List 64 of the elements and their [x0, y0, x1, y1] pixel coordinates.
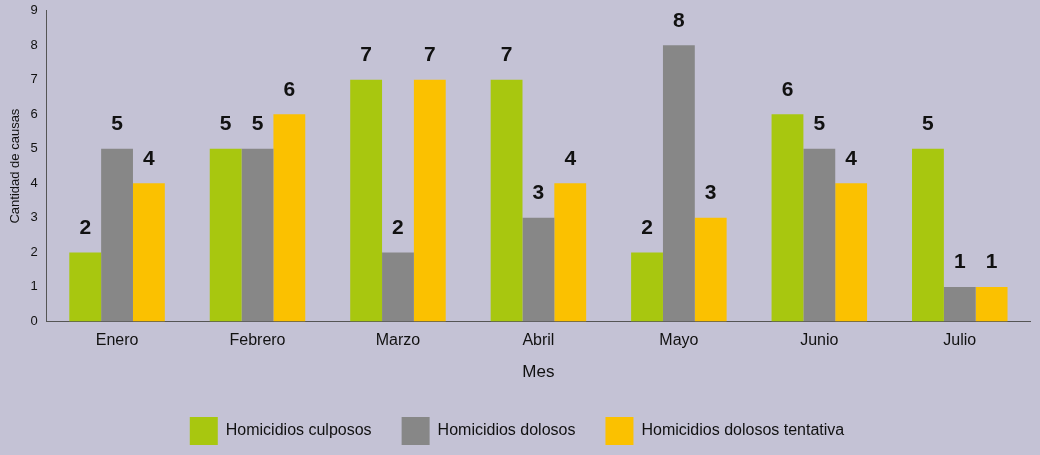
data-label: 7 — [500, 42, 513, 66]
y-tick-label: 3 — [30, 209, 38, 225]
data-label: 3 — [532, 180, 545, 204]
bar — [273, 114, 306, 322]
data-label: 2 — [641, 214, 653, 238]
data-label: 1 — [985, 249, 998, 273]
bar — [209, 148, 242, 322]
data-label: 2 — [79, 214, 92, 238]
x-axis-title: Mes — [522, 362, 555, 382]
bar — [522, 217, 555, 322]
data-label: 5 — [922, 111, 935, 135]
bar — [662, 45, 695, 322]
legend-label: Homicidios culposos — [225, 421, 372, 439]
bar — [69, 252, 102, 322]
bar — [490, 79, 523, 322]
x-tick-label: Marzo — [375, 331, 421, 349]
bar — [975, 286, 1008, 322]
x-tick-label: Julio — [943, 331, 977, 349]
y-tick-label: 2 — [30, 243, 38, 259]
data-label: 4 — [564, 145, 577, 169]
x-tick-label: Mayo — [659, 331, 699, 349]
x-tick-label: Abril — [522, 331, 555, 349]
bar — [912, 148, 944, 322]
bar — [413, 79, 446, 322]
y-tick-label: 5 — [30, 140, 38, 156]
y-tick-label: 8 — [30, 36, 38, 52]
legend-label: Homicidios dolosos tentativa — [641, 421, 845, 439]
data-label: 7 — [360, 42, 372, 66]
x-tick-label: Junio — [800, 331, 839, 349]
bar — [132, 183, 165, 322]
bar — [803, 148, 836, 322]
data-label: 6 — [781, 76, 794, 100]
data-label: 5 — [251, 111, 264, 135]
y-tick-label: 4 — [30, 174, 38, 190]
data-label: 7 — [423, 42, 436, 66]
data-label: 6 — [283, 76, 296, 100]
bar — [241, 148, 274, 322]
x-tick-label: Febrero — [229, 331, 286, 349]
data-label: 5 — [813, 111, 826, 135]
y-tick-label: 1 — [30, 278, 38, 294]
y-axis-title: Cantidad de causas — [7, 108, 23, 224]
data-label: 3 — [704, 180, 717, 204]
data-label: 2 — [392, 214, 404, 238]
y-tick-label: 0 — [30, 312, 38, 328]
bar — [943, 286, 976, 322]
bar — [101, 148, 133, 322]
bar — [350, 79, 383, 322]
data-label: 4 — [143, 145, 156, 169]
bar — [771, 114, 804, 322]
legend-label: Homicidios dolosos — [437, 421, 576, 439]
data-label: 5 — [219, 111, 232, 135]
data-label: 4 — [845, 145, 858, 169]
data-label: 8 — [673, 7, 686, 31]
bar — [554, 183, 587, 322]
data-label: 5 — [111, 111, 124, 135]
bar — [694, 217, 727, 322]
data-label: 1 — [953, 249, 966, 273]
y-tick-label: 7 — [30, 71, 38, 87]
y-tick-label: 9 — [30, 2, 38, 18]
x-tick-label: Enero — [95, 331, 139, 349]
bar — [835, 183, 868, 322]
bar — [382, 252, 414, 322]
y-tick-label: 6 — [30, 105, 38, 121]
bar — [631, 252, 663, 322]
